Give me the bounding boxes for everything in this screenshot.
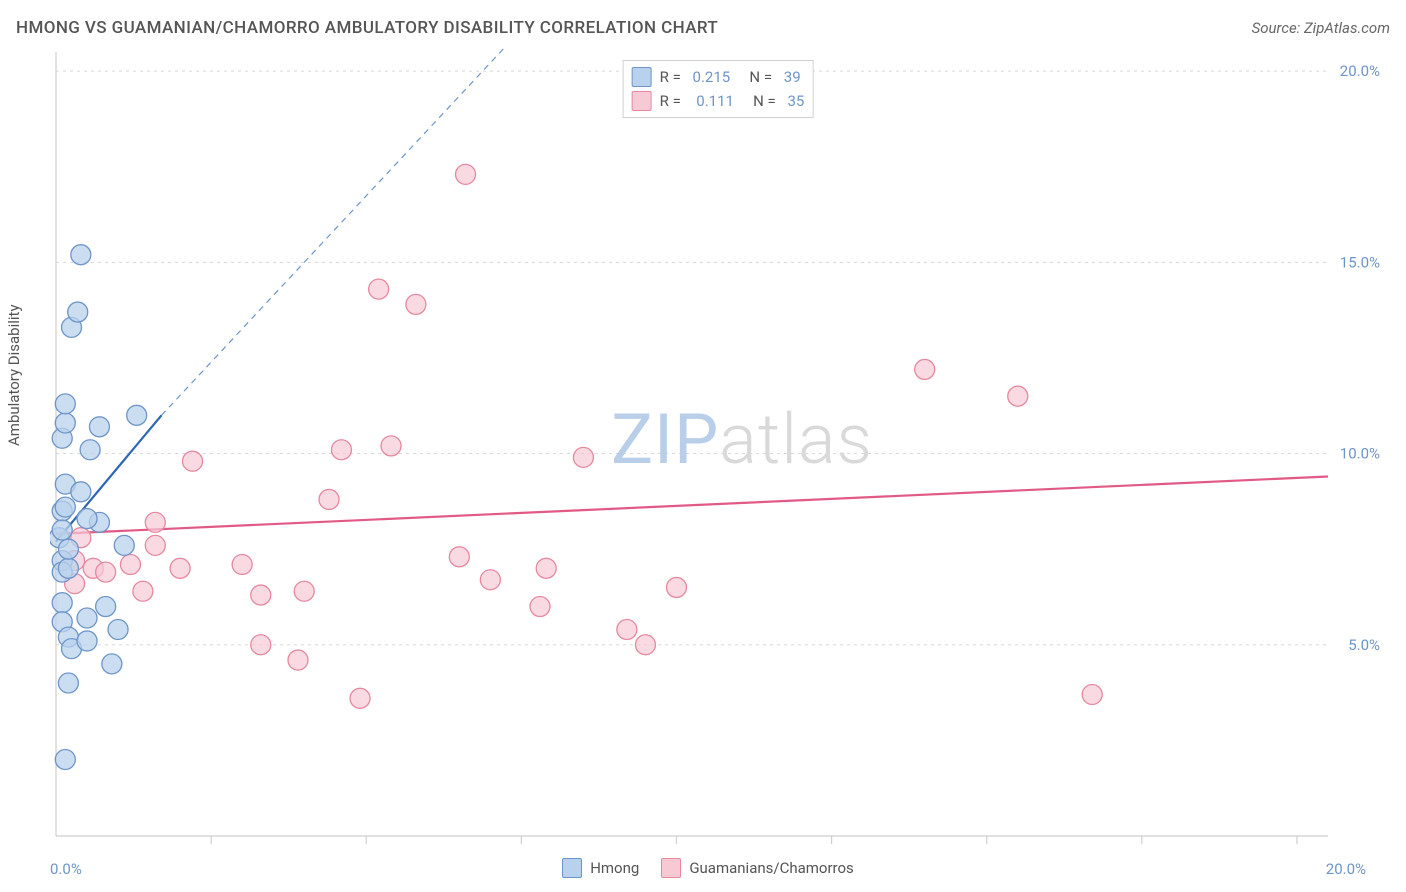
stats-legend-row: R = 0.215 N = 39 xyxy=(632,65,805,89)
legend-swatch-icon xyxy=(661,858,681,878)
source-label: Source: ZipAtlas.com xyxy=(1252,19,1390,37)
chart-area: 5.0%10.0%15.0%20.0% ZIPatlas R = 0.215 N… xyxy=(50,48,1386,846)
legend-item: Guamanians/Chamorros xyxy=(661,858,853,878)
stats-legend: R = 0.215 N = 39R = 0.111 N = 35 xyxy=(623,60,814,118)
series-legend: Hmong Guamanians/Chamorros xyxy=(50,858,1366,878)
y-axis-label: Ambulatory Disability xyxy=(5,304,23,446)
svg-text:10.0%: 10.0% xyxy=(1340,445,1380,463)
svg-text:5.0%: 5.0% xyxy=(1348,636,1380,654)
legend-swatch-icon xyxy=(632,91,652,111)
legend-swatch-icon xyxy=(632,67,652,87)
legend-item: Hmong xyxy=(562,858,639,878)
legend-swatch-icon xyxy=(562,858,582,878)
legend-label: Guamanians/Chamorros xyxy=(689,859,853,877)
scatter-chart: 5.0% 10.0% 15.0% 20.0% xyxy=(50,48,1386,846)
legend-label: Hmong xyxy=(590,859,639,877)
stats-legend-row: R = 0.111 N = 35 xyxy=(632,89,805,113)
chart-title: HMONG VS GUAMANIAN/CHAMORRO AMBULATORY D… xyxy=(16,18,718,38)
svg-text:15.0%: 15.0% xyxy=(1340,253,1380,271)
svg-text:20.0%: 20.0% xyxy=(1340,62,1380,80)
